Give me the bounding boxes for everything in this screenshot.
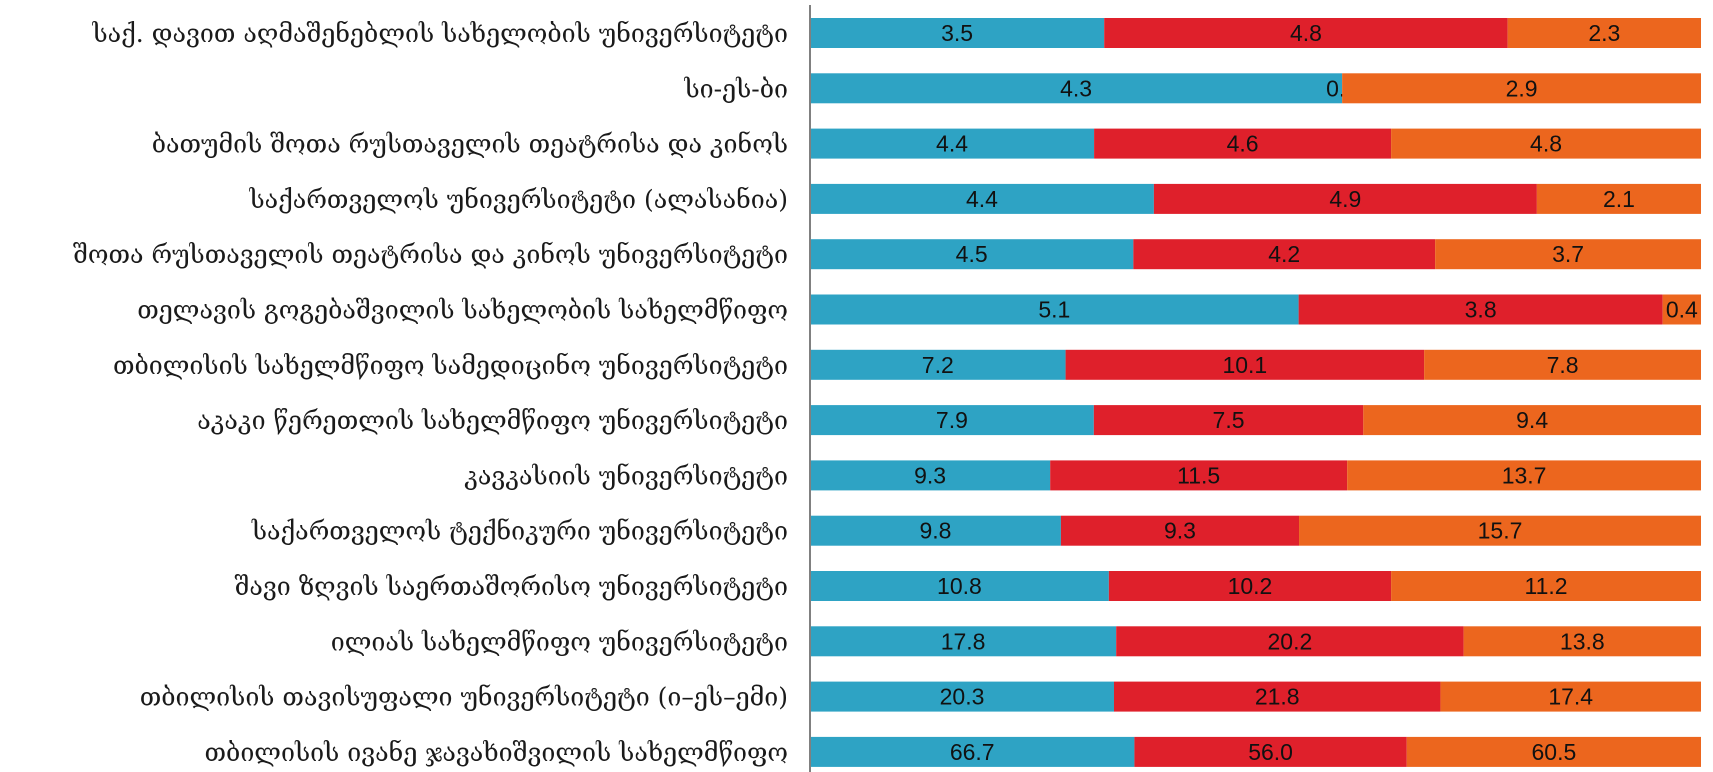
data-label: 56.0 <box>1248 739 1293 765</box>
data-label: 0.4 <box>1666 297 1698 323</box>
category-label: საქ. დავით აღმაშენებლის სახელობის უნივერ… <box>91 19 788 48</box>
data-label: 4.6 <box>1227 131 1259 157</box>
bar-segment-series-3 <box>1342 73 1701 104</box>
category-label: თბილისის სახელმწიფო სამედიცინო უნივერსიტ… <box>113 351 788 380</box>
bar-segment-series-1 <box>810 239 1134 270</box>
bar-segment-series-1 <box>810 681 1114 712</box>
category-label: შავი ზღვის საერთაშორისო უნივერსიტეტი <box>234 572 788 601</box>
data-label: 9.3 <box>914 462 946 488</box>
category-label: საქართველოს ტექნიკური უნივერსიტეტი <box>251 517 788 546</box>
data-label: 11.2 <box>1525 573 1568 599</box>
bar-segment-series-3 <box>1463 626 1701 657</box>
bar-segment-series-3 <box>1440 681 1701 712</box>
bar-segment-series-2 <box>1060 515 1300 546</box>
bar-segment-series-2 <box>1093 405 1364 436</box>
category-label: თელავის გოგებაშვილის სახელობის სახელმწიფ… <box>137 296 788 325</box>
bar-segment-series-2 <box>1113 681 1441 712</box>
bar-segment-series-1 <box>810 73 1343 104</box>
data-label: 2.1 <box>1603 186 1635 212</box>
bar-segment-series-1 <box>810 349 1066 380</box>
bar-segment-series-3 <box>1299 515 1701 546</box>
data-label: 4.2 <box>1268 241 1300 267</box>
data-label: 7.5 <box>1213 407 1245 433</box>
bar-segment-series-2 <box>1116 626 1464 657</box>
category-label: თბილისის თავისუფალი უნივერსიტეტი (ი–ეს–ე… <box>140 683 788 712</box>
bar-segment-series-1 <box>810 128 1095 159</box>
data-label: 13.7 <box>1502 462 1547 488</box>
bar-segment-series-3 <box>1662 294 1701 325</box>
category-label: ილიას სახელმწიფო უნივერსიტეტი <box>331 627 788 656</box>
bar-segment-series-2 <box>1298 294 1663 325</box>
bar-segment-series-2 <box>1094 128 1392 159</box>
bar-segment-series-2 <box>1133 239 1436 270</box>
data-label: 17.4 <box>1548 684 1593 710</box>
data-label: 2.9 <box>1506 75 1538 101</box>
bar-segment-series-3 <box>1363 405 1701 436</box>
data-label: 10.2 <box>1228 573 1273 599</box>
bar-segment-series-3 <box>1536 183 1701 214</box>
data-label: 4.5 <box>956 241 988 267</box>
bar-segment-series-3 <box>1391 128 1701 159</box>
bar-segment-series-1 <box>810 460 1051 491</box>
bar-segment-series-1 <box>810 294 1299 325</box>
bar-segment-series-2 <box>1134 736 1407 767</box>
bar-segment-series-1 <box>810 405 1094 436</box>
bar-segment-series-2 <box>1050 460 1348 491</box>
data-label: 9.4 <box>1516 407 1548 433</box>
data-label: 11.5 <box>1177 462 1220 488</box>
bar-segment-series-1 <box>810 571 1109 601</box>
data-label: 5.1 <box>1038 297 1070 323</box>
data-label: 20.2 <box>1268 628 1313 654</box>
bar-segment-series-1 <box>810 736 1135 767</box>
category-label: საქართველოს უნივერსიტეტი (ალასანია) <box>249 185 789 214</box>
bar-segment-series-3 <box>1347 460 1701 491</box>
bar-segment-series-3 <box>1435 239 1701 270</box>
data-label: 7.8 <box>1547 352 1579 378</box>
category-label: სი-ეს-ბი <box>683 74 788 103</box>
data-label: 20.3 <box>940 684 985 710</box>
bar-segment-series-1 <box>810 183 1154 214</box>
category-label: აკაკი წერეთლის სახელმწიფო უნივერსიტეტი <box>197 406 788 435</box>
data-label: 7.9 <box>936 407 968 433</box>
bar-segment-series-1 <box>810 515 1061 546</box>
category-label: კავკასიის უნივერსიტეტი <box>464 461 788 490</box>
category-label: ბათუმის შოთა რუსთაველის თეატრისა და კინო… <box>152 130 788 159</box>
data-label: 13.8 <box>1560 628 1605 654</box>
data-label: 10.1 <box>1222 352 1267 378</box>
data-label: 10.8 <box>937 573 982 599</box>
bar-segment-series-3 <box>1507 18 1701 48</box>
data-label: 60.5 <box>1531 739 1576 765</box>
data-label: 17.8 <box>941 628 986 654</box>
data-label: 4.8 <box>1290 20 1322 46</box>
data-label: 3.8 <box>1465 297 1497 323</box>
data-label: 4.8 <box>1530 131 1562 157</box>
data-label: 3.7 <box>1552 241 1584 267</box>
category-label: თბილისის ივანე ჯავახიშვილის სახელმწიფო <box>205 738 788 767</box>
category-label: შოთა რუსთაველის თეატრისა და კინოს უნივერ… <box>73 240 788 269</box>
bar-segment-series-2 <box>1104 18 1508 48</box>
data-label: 3.5 <box>941 20 973 46</box>
data-label: 4.4 <box>966 186 998 212</box>
data-label: 66.7 <box>950 739 995 765</box>
bar-segment-series-3 <box>1391 571 1701 601</box>
data-label: 21.8 <box>1255 684 1300 710</box>
bar-segment-series-1 <box>810 18 1105 48</box>
bar-segment-series-2 <box>1153 183 1537 214</box>
data-label: 9.8 <box>919 518 951 544</box>
data-label: 4.9 <box>1329 186 1361 212</box>
bar-segment-series-3 <box>1424 349 1701 380</box>
data-label: 4.4 <box>936 131 968 157</box>
data-label: 15.7 <box>1478 518 1523 544</box>
data-label: 9.3 <box>1164 518 1196 544</box>
data-label: 4.3 <box>1060 75 1092 101</box>
data-label: 7.2 <box>922 352 954 378</box>
data-label: 2.3 <box>1588 20 1620 46</box>
bar-segment-series-1 <box>810 626 1117 657</box>
bar-segment-series-2 <box>1065 349 1425 380</box>
bar-segment-series-3 <box>1406 736 1701 767</box>
bar-segment-series-2 <box>1108 571 1392 601</box>
